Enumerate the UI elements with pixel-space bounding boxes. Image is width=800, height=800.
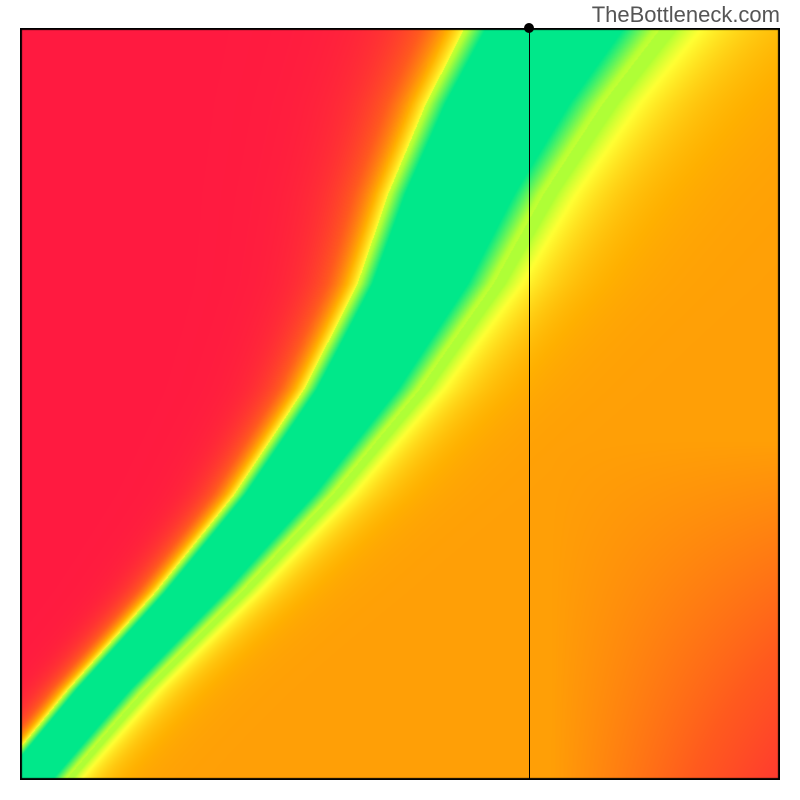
reference-vertical-line [529, 28, 530, 780]
watermark-text: TheBottleneck.com [592, 2, 780, 28]
reference-top-marker [524, 23, 534, 33]
bottleneck-heatmap [20, 28, 780, 780]
